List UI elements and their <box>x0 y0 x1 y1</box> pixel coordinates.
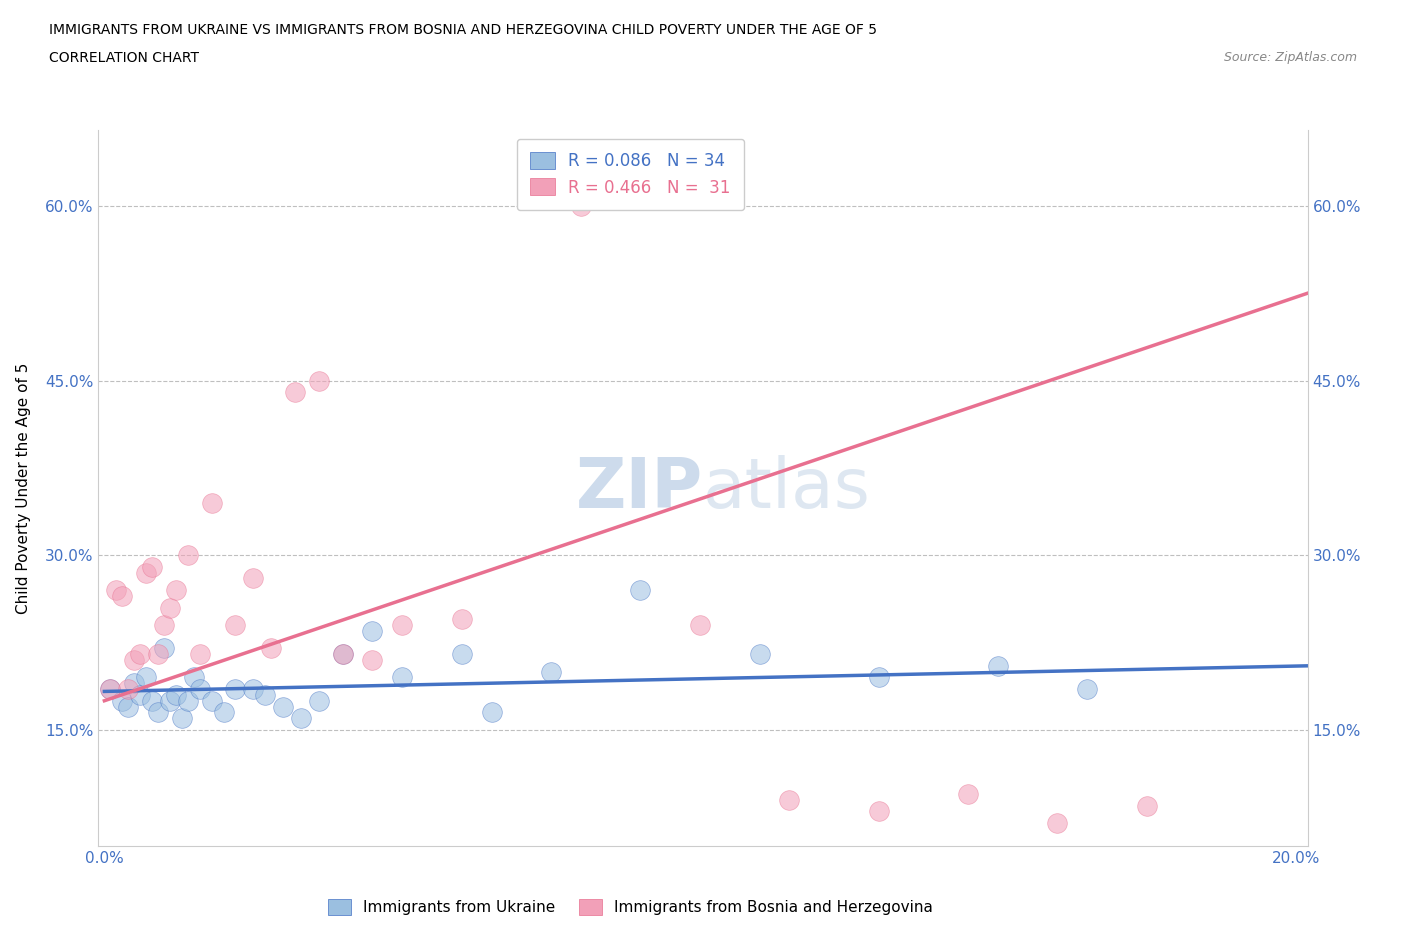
Point <box>1046 816 1069 830</box>
Point <box>141 560 163 575</box>
Point <box>957 787 980 802</box>
Legend: Immigrants from Ukraine, Immigrants from Bosnia and Herzegovina: Immigrants from Ukraine, Immigrants from… <box>322 893 939 921</box>
Point <box>569 198 592 213</box>
Point <box>1076 682 1098 697</box>
Point <box>117 682 139 697</box>
Point <box>987 658 1010 673</box>
Point <box>689 618 711 632</box>
Point <box>135 565 157 580</box>
Point <box>153 618 176 632</box>
Point <box>183 670 205 684</box>
Point <box>1136 798 1159 813</box>
Point <box>122 676 145 691</box>
Point <box>332 646 354 661</box>
Point <box>159 693 181 708</box>
Y-axis label: Child Poverty Under the Age of 5: Child Poverty Under the Age of 5 <box>17 363 31 614</box>
Point <box>177 548 200 563</box>
Point <box>200 693 222 708</box>
Point <box>141 693 163 708</box>
Point <box>188 646 211 661</box>
Text: Source: ZipAtlas.com: Source: ZipAtlas.com <box>1223 51 1357 64</box>
Point <box>242 571 264 586</box>
Point <box>748 646 770 661</box>
Text: ZIP: ZIP <box>575 455 703 522</box>
Text: atlas: atlas <box>703 455 870 522</box>
Point <box>129 646 152 661</box>
Point <box>260 641 283 656</box>
Point <box>868 670 890 684</box>
Text: CORRELATION CHART: CORRELATION CHART <box>49 51 200 65</box>
Point <box>242 682 264 697</box>
Point <box>98 682 121 697</box>
Point <box>361 623 384 638</box>
Point <box>212 705 235 720</box>
Point <box>200 496 222 511</box>
Point <box>188 682 211 697</box>
Point <box>224 682 246 697</box>
Point <box>117 699 139 714</box>
Point <box>868 804 890 818</box>
Point <box>105 583 128 598</box>
Point <box>332 646 354 661</box>
Point <box>170 711 193 725</box>
Point <box>224 618 246 632</box>
Point <box>271 699 294 714</box>
Point <box>308 693 330 708</box>
Point <box>630 583 652 598</box>
Point <box>391 670 413 684</box>
Point <box>165 687 187 702</box>
Point <box>391 618 413 632</box>
Point <box>111 693 134 708</box>
Point <box>361 653 384 668</box>
Point <box>308 373 330 388</box>
Point <box>254 687 277 702</box>
Point <box>450 646 472 661</box>
Point <box>165 583 187 598</box>
Point <box>481 705 503 720</box>
Point <box>450 612 472 627</box>
Point <box>290 711 312 725</box>
Point <box>146 646 169 661</box>
Point <box>284 385 307 400</box>
Point <box>111 589 134 604</box>
Point <box>98 682 121 697</box>
Point <box>153 641 176 656</box>
Point <box>177 693 200 708</box>
Point <box>129 687 152 702</box>
Point <box>122 653 145 668</box>
Text: IMMIGRANTS FROM UKRAINE VS IMMIGRANTS FROM BOSNIA AND HERZEGOVINA CHILD POVERTY : IMMIGRANTS FROM UKRAINE VS IMMIGRANTS FR… <box>49 23 877 37</box>
Point <box>540 664 562 679</box>
Point <box>778 792 800 807</box>
Point <box>159 600 181 615</box>
Point <box>135 670 157 684</box>
Point <box>146 705 169 720</box>
